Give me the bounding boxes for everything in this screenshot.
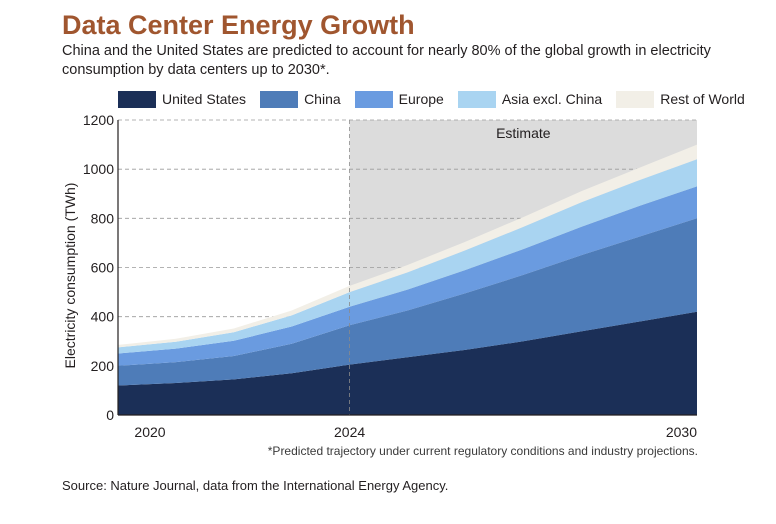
legend-swatch <box>260 90 299 108</box>
y-tick-label: 600 <box>91 260 115 276</box>
source-note: Source: Nature Journal, data from the In… <box>62 478 449 493</box>
legend-item: United States <box>118 90 247 108</box>
legend-item: Europe <box>354 90 444 108</box>
series-area-china <box>118 218 697 386</box>
legend-label: Europe <box>398 91 444 107</box>
y-tick-label: 1200 <box>83 112 114 128</box>
y-tick-label: 200 <box>91 358 115 374</box>
legend-label: China <box>304 91 341 107</box>
y-tick-label: 800 <box>91 210 115 226</box>
legend-swatch <box>616 90 655 108</box>
y-tick-label: 400 <box>91 309 115 325</box>
legend-label: United States <box>162 91 247 107</box>
legend-swatch <box>457 90 496 108</box>
y-tick-label: 1000 <box>83 161 114 177</box>
chart-subtitle: China and the United States are predicte… <box>62 43 711 78</box>
series-area-united-states <box>118 311 697 415</box>
x-tick-label: 2024 <box>334 424 365 440</box>
legend-item: China <box>260 90 341 108</box>
y-tick-label: 0 <box>106 407 114 423</box>
legend-item: Rest of World <box>616 90 745 108</box>
x-tick-label: 2020 <box>134 424 165 440</box>
legend-label: Rest of World <box>660 91 745 107</box>
x-tick-label: 2030 <box>666 424 697 440</box>
legend-item: Asia excl. China <box>457 90 603 108</box>
legend-swatch <box>354 90 393 108</box>
y-axis-label: Electricity consumption (TWh) <box>62 183 78 369</box>
estimate-label: Estimate <box>496 125 551 141</box>
chart-title: Data Center Energy Growth <box>62 10 415 40</box>
legend-label: Asia excl. China <box>501 91 603 107</box>
legend-swatch <box>118 90 156 108</box>
legend: United States China Europe Asia excl. China… <box>118 89 759 109</box>
footnote: *Predicted trajectory under current regu… <box>267 444 698 458</box>
